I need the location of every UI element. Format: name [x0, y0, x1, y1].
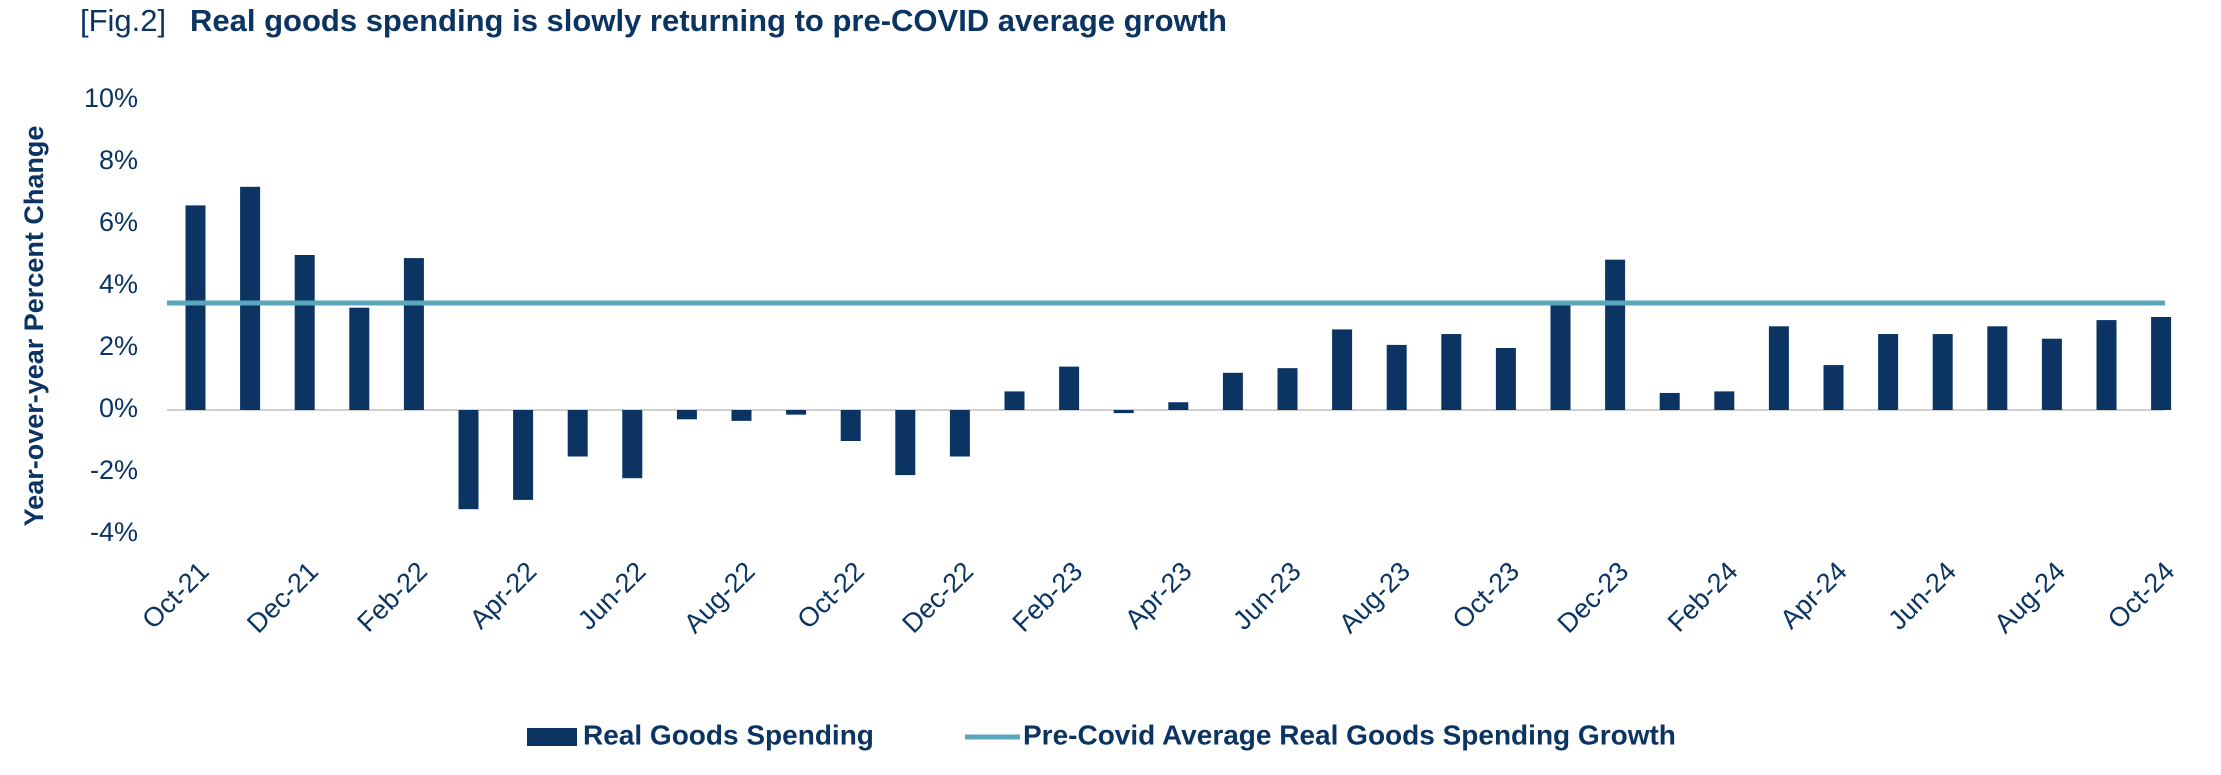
chart-title: Real goods spending is slowly returning … [190, 3, 1227, 38]
x-tick-label: Apr-23 [1119, 556, 1198, 635]
y-tick-label: 4% [99, 269, 138, 299]
bar [1714, 391, 1735, 410]
bar [567, 410, 588, 457]
bar [622, 410, 643, 479]
bar [1332, 329, 1353, 410]
bar [1605, 259, 1626, 410]
bar [895, 410, 916, 476]
x-tick-label: Aug-24 [1988, 556, 2071, 639]
bar [1659, 392, 1680, 410]
bar [513, 410, 534, 500]
bar [786, 410, 807, 415]
x-tick-label: Dec-23 [1552, 556, 1635, 639]
bar [949, 410, 970, 457]
x-tick-label: Jun-23 [1227, 556, 1307, 636]
x-tick-label: Dec-22 [896, 556, 979, 639]
y-tick-label: 8% [99, 145, 138, 175]
bar [403, 258, 424, 410]
x-tick-label: Aug-23 [1333, 556, 1416, 639]
x-tick-label: Feb-23 [1007, 556, 1089, 638]
legend-label: Pre-Covid Average Real Goods Spending Gr… [1023, 719, 1676, 750]
y-tick-label: -4% [90, 517, 138, 547]
bar [1495, 348, 1516, 410]
x-tick-label: Feb-22 [351, 556, 433, 638]
x-tick-label: Feb-24 [1662, 556, 1744, 638]
bar [1059, 366, 1080, 410]
bar [1113, 410, 1134, 414]
bar [676, 410, 697, 420]
y-tick-label: -2% [90, 455, 138, 485]
title-prefix: [Fig.2] [80, 3, 166, 38]
x-tick-label: Apr-22 [464, 556, 543, 635]
bar [1768, 326, 1789, 410]
x-tick-label: Oct-23 [1447, 556, 1526, 635]
y-tick-label: 0% [99, 393, 138, 423]
x-tick-label: Jun-22 [572, 556, 652, 636]
bar [840, 410, 861, 441]
bar [2151, 317, 2172, 410]
bar [731, 410, 752, 421]
bar [1987, 326, 2008, 410]
x-tick-label: Oct-21 [136, 556, 215, 635]
legend-label: Real Goods Spending [583, 719, 874, 750]
y-tick-label: 10% [84, 83, 138, 113]
bar [1550, 304, 1571, 410]
bar [2096, 320, 2117, 410]
bar [1878, 334, 1899, 410]
x-tick-label: Oct-24 [2102, 556, 2181, 635]
x-tick-label: Jun-24 [1882, 556, 1962, 636]
bar [294, 255, 315, 410]
bar [1386, 344, 1407, 410]
bar [458, 410, 479, 510]
legend-swatch [527, 728, 577, 746]
bar [240, 186, 261, 410]
bar [1168, 402, 1189, 410]
bar [1823, 365, 1844, 410]
y-tick-label: 6% [99, 207, 138, 237]
y-tick-label: 2% [99, 331, 138, 361]
bar [1004, 391, 1025, 410]
bar [1932, 334, 1953, 410]
x-tick-label: Aug-22 [678, 556, 761, 639]
bar [349, 307, 370, 410]
bar [1222, 372, 1243, 410]
bar [1277, 368, 1298, 410]
x-tick-label: Oct-22 [791, 556, 870, 635]
bar [2041, 338, 2062, 410]
y-axis-label: Year-over-year Percent Change [19, 126, 49, 527]
x-tick-label: Apr-24 [1774, 556, 1853, 635]
x-tick-label: Dec-21 [241, 556, 324, 639]
bar [1441, 334, 1462, 410]
bar [185, 205, 206, 410]
